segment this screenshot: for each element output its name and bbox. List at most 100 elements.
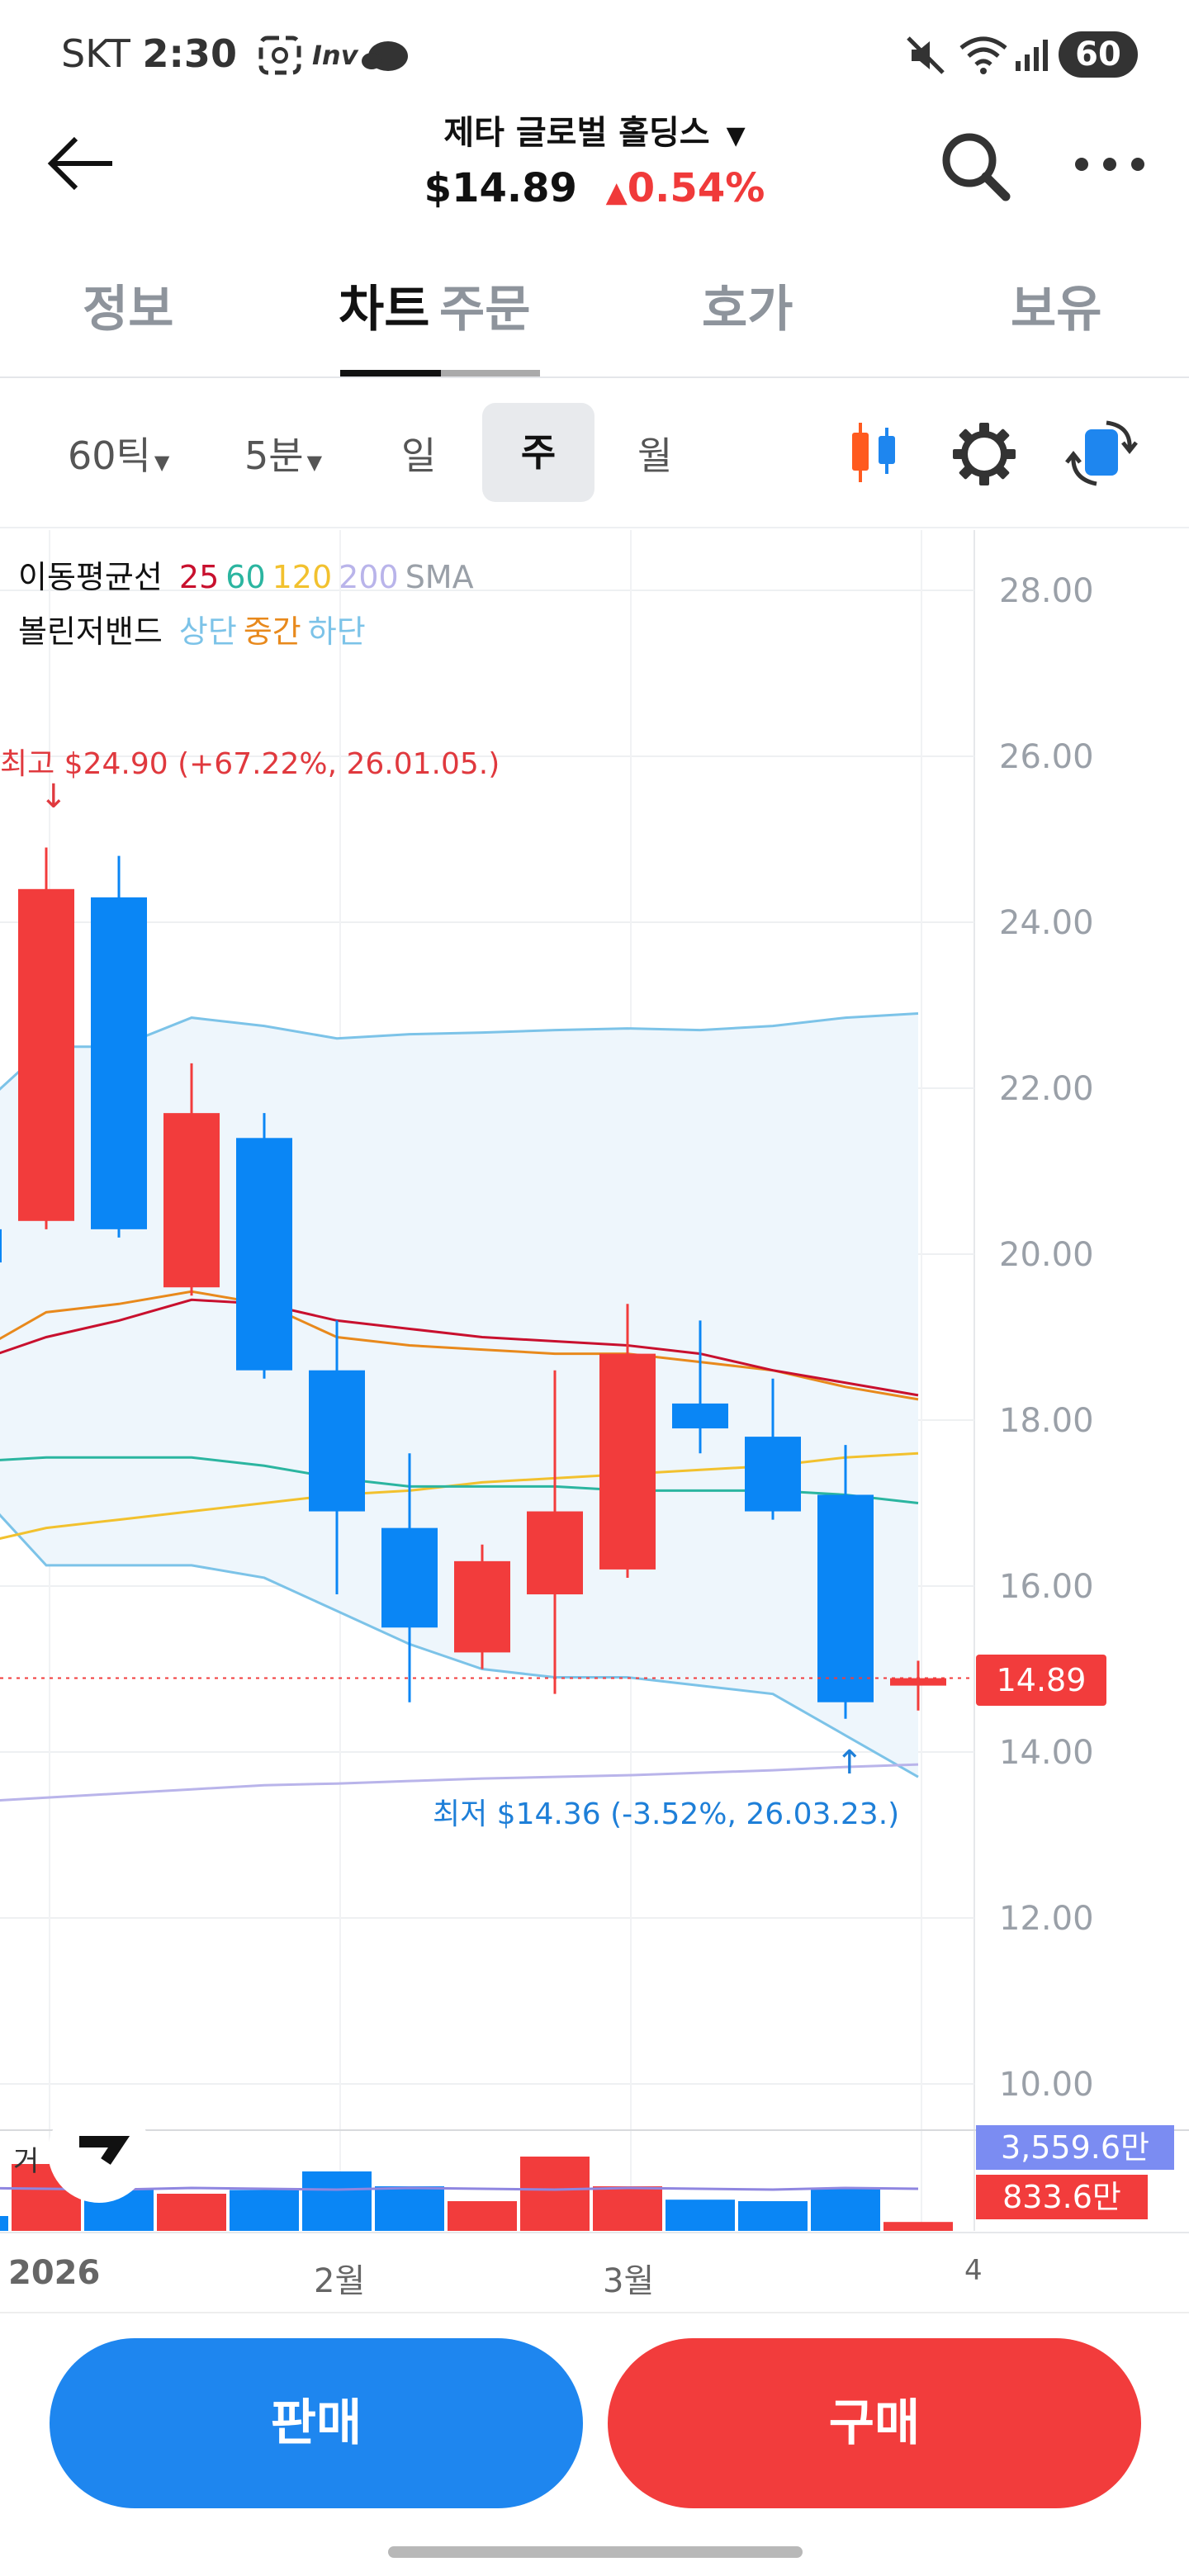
ma200-line [0, 1763, 919, 1802]
volume-bar [0, 2216, 8, 2231]
floating-avatar [48, 2100, 150, 2203]
candle-body [817, 1494, 874, 1702]
candle-body [18, 888, 74, 1221]
y-tick-label: 18.00 [999, 1402, 1094, 1440]
y-tick-label: 22.00 [999, 1070, 1094, 1108]
y-tick-label: 24.00 [999, 904, 1094, 942]
settings-gear-icon[interactable] [951, 421, 1017, 487]
search-icon[interactable] [938, 129, 1012, 203]
chart-canvas[interactable]: 28.00 26.00 24.00 22.00 20.00 18.00 16.00 14.00… [0, 530, 1189, 2313]
minute-dropdown[interactable]: 5분 ▼ [244, 426, 322, 481]
chart-rotate-icon[interactable] [1063, 418, 1139, 490]
candle-body [0, 1229, 2, 1263]
y-tick-label: 26.00 [999, 738, 1094, 776]
volume-value-tag: 833.6만 [976, 2175, 1148, 2219]
bb-lower-line [0, 1513, 919, 1778]
volume-bar [666, 2200, 735, 2231]
stock-title-dropdown[interactable]: 제타 글로벌 홀딩스 ▼ [0, 106, 1189, 154]
tab-order[interactable]: 주문 [439, 281, 531, 339]
period-day[interactable]: 일 [401, 433, 437, 478]
volume-ma-tag: 3,559.6만 [976, 2125, 1174, 2170]
x-label-mar: 3월 [603, 2262, 655, 2300]
price-chart[interactable]: 28.00 26.00 24.00 22.00 20.00 18.00 16.00 14.00… [0, 530, 1189, 2313]
clock: 2:30 [142, 31, 237, 76]
back-arrow-icon[interactable] [46, 134, 117, 193]
ma-legend: 이동평균선 25 60 120 200 SMA [18, 552, 474, 597]
bb-lower-label: 하단 [307, 613, 366, 650]
candle-body [745, 1437, 801, 1512]
high-arrow-icon: ↓ [40, 778, 68, 816]
order-buttons: 판매 구매 [0, 2312, 1189, 2576]
ma25-label: 25 [178, 559, 220, 595]
ma25-line [0, 1298, 919, 1397]
period-month[interactable]: 월 [637, 433, 673, 478]
screenshot-icon [258, 36, 301, 75]
candlestick-type-icon[interactable] [846, 419, 903, 485]
stock-price-line: $14.89 ▲0.54% [0, 165, 1189, 211]
y-tick-label: 12.00 [999, 1900, 1094, 1938]
tab-info[interactable]: 정보 [83, 281, 174, 339]
low-arrow-icon: ↑ [836, 1744, 864, 1782]
x-label-feb: 2월 [314, 2262, 366, 2300]
candle-body [163, 1113, 220, 1288]
tab-chart[interactable]: 차트 [339, 281, 430, 339]
sell-button[interactable]: 판매 [50, 2338, 583, 2508]
period-bar: 60틱 ▼ 5분 ▼ 일 주 월 [0, 380, 1189, 528]
high-annotation: 최고 $24.90 (+67.22%, 26.01.05.) [0, 747, 500, 781]
home-indicator[interactable] [388, 2546, 803, 2558]
volume-bar [520, 2157, 590, 2231]
candle-body [454, 1560, 510, 1653]
volume-bar [375, 2186, 444, 2231]
candle-body [672, 1403, 728, 1429]
bb-mid-line [0, 1290, 919, 1401]
active-tab-indicator [340, 370, 441, 376]
candle-body [91, 897, 147, 1229]
tick-dropdown[interactable]: 60틱 ▼ [68, 426, 169, 481]
candle-body [527, 1511, 583, 1595]
buy-button[interactable]: 구매 [608, 2338, 1141, 2508]
volume-bar [302, 2171, 372, 2231]
ma200-label: 200 [339, 559, 399, 595]
current-price-tag: 14.89 [976, 1655, 1106, 1706]
volume-bar [811, 2187, 880, 2231]
signal-icon [1016, 40, 1048, 71]
period-week[interactable]: 주 [482, 403, 594, 502]
caret-down-icon: ▼ [726, 121, 746, 150]
status-carrier-time: SKT 2:30 [61, 31, 237, 76]
tick-label: 60틱 [68, 433, 151, 478]
ma120-label: 120 [272, 559, 333, 595]
volume-bar [593, 2186, 662, 2231]
bb-mid-label: 중간 [243, 613, 301, 650]
low-annotation: 최저 $14.36 (-3.52%, 26.03.23.) [433, 1797, 900, 1831]
stock-price: $14.89 [424, 165, 577, 211]
candle-body [309, 1370, 365, 1512]
x-label-year: 2026 [8, 2254, 101, 2292]
candle-body [599, 1353, 656, 1570]
volume-bar [157, 2194, 226, 2231]
volume-bar [738, 2201, 808, 2231]
volume-ma-line [0, 2186, 919, 2191]
bb-upper-label: 상단 [178, 613, 237, 650]
caret-down-icon: ▼ [154, 451, 170, 474]
y-tick-label: 28.00 [999, 572, 1094, 610]
candle-body [381, 1527, 438, 1628]
minute-label: 5분 [244, 433, 304, 478]
ma60-label: 60 [225, 559, 266, 595]
tab-scroll-indicator [441, 370, 540, 376]
stock-name: 제타 글로벌 홀딩스 [443, 114, 710, 152]
up-triangle-icon: ▲ [605, 176, 628, 209]
tab-holdings[interactable]: 보유 [1011, 281, 1102, 339]
header: 제타 글로벌 홀딩스 ▼ $14.89 ▲0.54% [0, 99, 1189, 231]
mute-icon [907, 36, 945, 74]
volume-bar [230, 2190, 299, 2231]
volume-bar [448, 2201, 517, 2231]
price-change: ▲0.54% [606, 165, 765, 211]
y-tick-label: 16.00 [999, 1568, 1094, 1606]
bollinger-band-fill [0, 1013, 918, 1778]
wifi-icon [959, 36, 1007, 74]
more-options-icon[interactable] [1070, 152, 1149, 177]
volume-label: 거 [13, 2145, 40, 2178]
candle-body [890, 1678, 946, 1686]
carrier-label: SKT [61, 31, 130, 76]
tab-orderbook[interactable]: 호가 [702, 281, 793, 339]
